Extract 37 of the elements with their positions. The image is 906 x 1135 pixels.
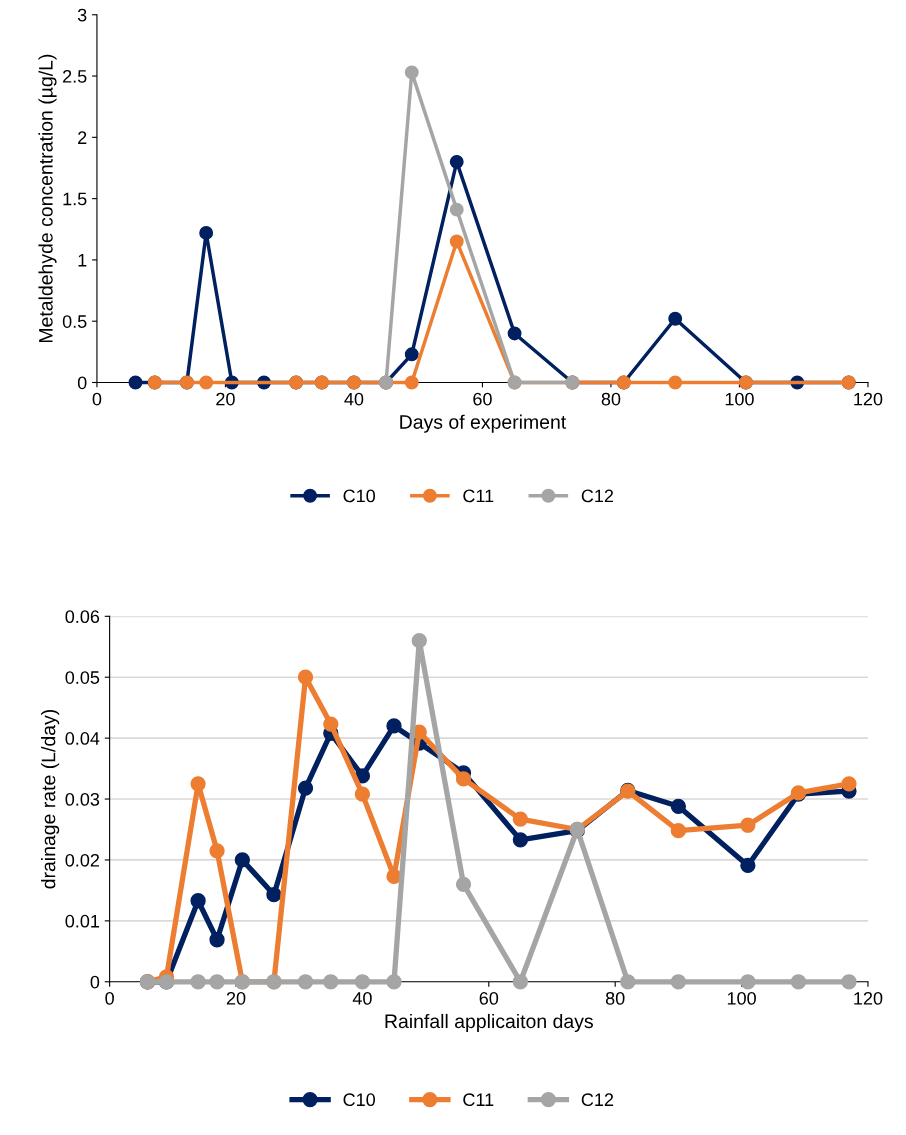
x-tick-label: 60 bbox=[473, 392, 492, 406]
x-tick-label: 120 bbox=[854, 392, 883, 406]
legend-label: C12 bbox=[581, 489, 614, 503]
y-tick-label: 0 bbox=[77, 376, 87, 390]
y-tick-label: 1.5 bbox=[63, 192, 87, 206]
y-axis-title: drainage rate (L/day) bbox=[41, 709, 60, 889]
legend-label: C10 bbox=[343, 1093, 376, 1107]
legend-label: C10 bbox=[343, 489, 376, 503]
x-axis-title: Days of experiment bbox=[400, 414, 567, 433]
y-tick-label: 0.05 bbox=[65, 671, 100, 684]
y-tick-label: 0.02 bbox=[65, 853, 99, 867]
x-tick-label: 80 bbox=[605, 991, 625, 1005]
x-tick-label: 40 bbox=[352, 991, 372, 1005]
y-tick-label: 1 bbox=[78, 254, 87, 267]
x-tick-label: 40 bbox=[344, 392, 364, 406]
x-tick-label: 0 bbox=[105, 991, 114, 1005]
y-tick-label: 0 bbox=[90, 975, 100, 989]
y-tick-label: 0.5 bbox=[62, 315, 87, 328]
x-tick-label: 120 bbox=[854, 991, 883, 1005]
y-axis-title: Metaldehyde concentration (µg/L) bbox=[38, 54, 57, 343]
legend-label: C12 bbox=[581, 1093, 614, 1107]
x-tick-label: 80 bbox=[601, 392, 621, 406]
y-tick-label: 2.5 bbox=[63, 69, 87, 83]
y-tick-label: 0.04 bbox=[65, 732, 100, 745]
legend-label: C11 bbox=[463, 489, 494, 503]
x-tick-label: 100 bbox=[725, 392, 754, 406]
y-tick-label: 0.03 bbox=[65, 792, 100, 806]
x-tick-label: 100 bbox=[727, 991, 756, 1005]
y-tick-label: 0.01 bbox=[65, 914, 100, 928]
legend-label: C11 bbox=[463, 1093, 494, 1107]
y-tick-label: 0.06 bbox=[65, 610, 100, 624]
x-tick-label: 20 bbox=[216, 392, 235, 406]
y-tick-label: 2 bbox=[78, 131, 87, 144]
x-tick-label: 60 bbox=[479, 991, 499, 1005]
x-axis-title: Rainfall applicaiton days bbox=[385, 1013, 593, 1033]
y-tick-label: 3 bbox=[77, 8, 87, 22]
x-tick-label: 20 bbox=[226, 991, 246, 1005]
